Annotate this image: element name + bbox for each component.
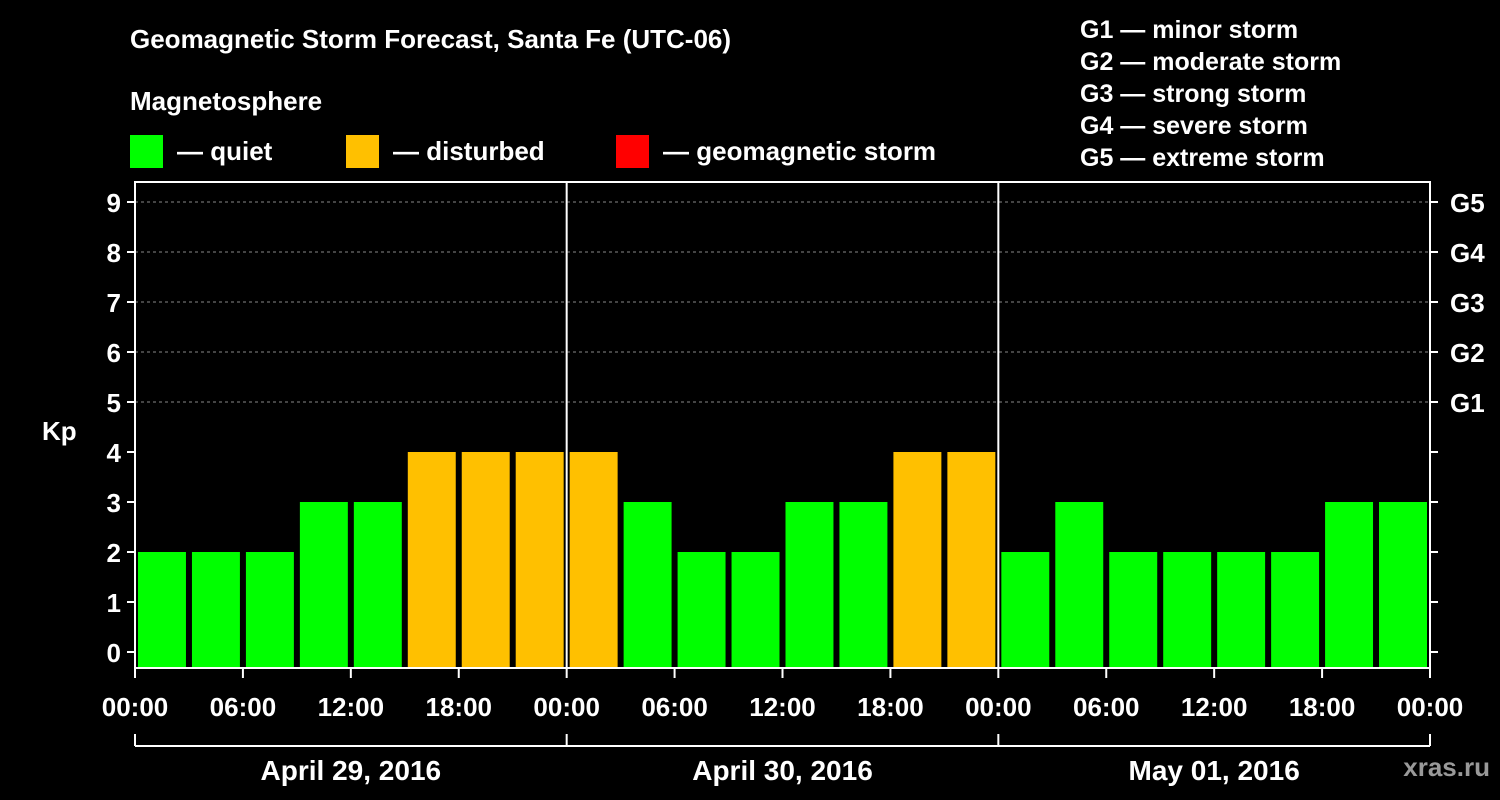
kp-bar [893,452,942,668]
legend-disturbed-swatch [346,134,379,168]
chart-subtitle: Magnetosphere [130,86,323,116]
kp-bar [191,552,240,668]
y-tick-label: 4 [107,438,122,468]
kp-bar [515,452,564,668]
x-tick-label: 00:00 [533,692,600,722]
kp-bar [461,452,510,668]
legend-storm-swatch [616,134,649,168]
legend-disturbed-label: — disturbed [393,135,545,166]
kp-bar [1109,552,1158,668]
kp-bar [1271,552,1320,668]
x-tick-label: 18:00 [857,692,924,722]
storm-level-g2: G2 — moderate storm [1080,48,1342,76]
x-tick-label: 06:00 [1073,692,1140,722]
y-tick-label: 3 [107,488,121,518]
storm-level-g1: G1 — minor storm [1080,16,1299,44]
y-axis-label: Kp [42,416,77,446]
kp-bar [839,502,888,668]
kp-bar [407,452,456,668]
site-watermark: xras.ru [1403,752,1490,782]
y-tick-label: 9 [107,188,121,218]
storm-scale-label: G1 [1450,388,1485,418]
kp-bar [138,552,186,668]
x-tick-label: 00:00 [102,692,169,722]
legend-storm: — geomagnetic storm [616,134,936,168]
x-tick-label: 06:00 [210,692,277,722]
legend-disturbed: — disturbed [346,134,545,168]
y-tick-label: 5 [107,388,121,418]
y-tick-label: 0 [107,638,121,668]
x-tick-label: 18:00 [426,692,493,722]
storm-level-list: G1 — minor storm G2 — moderate storm G3 … [1080,14,1341,174]
y-tick-label: 6 [107,338,121,368]
kp-bar [1055,502,1104,668]
x-tick-label: 06:00 [641,692,708,722]
kp-bar [1217,552,1266,668]
x-tick-label: 12:00 [749,692,816,722]
x-tick-label: 12:00 [1181,692,1248,722]
x-tick-label: 18:00 [1289,692,1356,722]
chart-title: Geomagnetic Storm Forecast, Santa Fe (UT… [130,24,732,54]
legend-quiet-swatch [130,134,163,168]
day-label: April 29, 2016 [261,755,442,786]
kp-bar [623,502,672,668]
x-tick-label: 00:00 [965,692,1032,722]
kp-bar [245,552,294,668]
y-tick-label: 1 [107,588,121,618]
storm-scale-label: G4 [1450,238,1485,268]
kp-bar [353,502,402,668]
storm-level-g4: G4 — severe storm [1080,112,1308,140]
kp-bar [1325,502,1374,668]
day-label: April 30, 2016 [692,755,873,786]
kp-bar [947,452,996,668]
y-tick-label: 8 [107,238,121,268]
legend-storm-label: — geomagnetic storm [663,135,937,166]
kp-bar [677,552,726,668]
storm-scale-label: G3 [1450,288,1485,318]
kp-bar [299,502,348,668]
x-tick-label: 12:00 [318,692,385,722]
storm-level-g5: G5 — extreme storm [1080,144,1325,172]
y-tick-label: 7 [107,288,121,318]
kp-bar [569,452,618,668]
kp-bar [785,502,834,668]
kp-bar [1001,552,1050,668]
legend-quiet-label: — quiet [177,135,273,166]
day-label: May 01, 2016 [1129,755,1300,786]
legend-quiet: — quiet [130,134,272,168]
kp-bar [1163,552,1212,668]
kp-bar [731,552,780,668]
storm-scale-label: G2 [1450,338,1485,368]
kp-bar [1379,502,1427,668]
x-tick-label: 00:00 [1397,692,1464,722]
storm-level-g3: G3 — strong storm [1080,80,1307,108]
storm-scale-label: G5 [1450,188,1485,218]
y-tick-label: 2 [107,538,121,568]
